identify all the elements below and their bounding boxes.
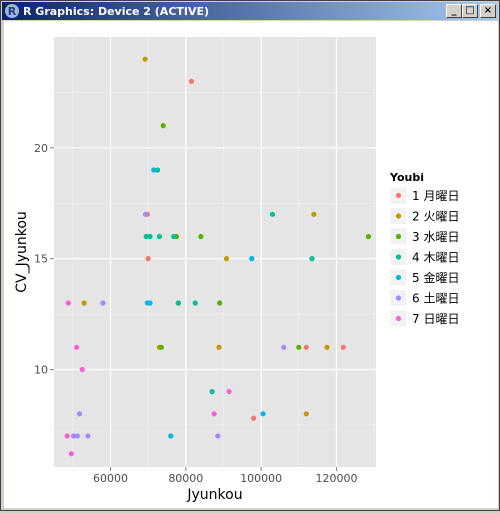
data-point [147, 233, 153, 240]
data-point [215, 433, 221, 439]
plot-canvas: 10 15 20 60000 80000 100000 120000 Jyunkou CV… [4, 21, 498, 508]
y-tick-label: 15 [34, 253, 48, 266]
data-point [209, 389, 215, 395]
data-point [142, 56, 148, 62]
window-controls: _ □ × [446, 4, 496, 18]
legend-label: 3 水曜日 [412, 230, 459, 244]
data-point [303, 344, 309, 350]
data-point [226, 389, 232, 395]
data-point [145, 256, 151, 262]
legend-label: 4 木曜日 [412, 251, 459, 265]
data-point [211, 411, 217, 417]
data-point [340, 344, 346, 350]
legend-key-dot [395, 192, 402, 199]
data-point [223, 256, 230, 262]
y-tick-label: 10 [34, 363, 48, 376]
legend-key-dot [395, 254, 402, 260]
data-point [65, 300, 71, 306]
data-point [171, 233, 177, 240]
x-tick-label: 120000 [315, 472, 357, 485]
data-point [142, 211, 149, 217]
data-point [160, 123, 166, 129]
legend-key-dot [395, 315, 402, 322]
data-point [175, 300, 181, 306]
data-point [68, 451, 74, 457]
close-button[interactable]: × [480, 4, 496, 18]
data-point [100, 300, 106, 306]
data-point [281, 344, 287, 350]
y-axis-label: CV_Jyunkou [14, 211, 30, 293]
data-point [74, 433, 80, 439]
data-point [77, 411, 83, 417]
legend-label: 2 火曜日 [412, 210, 459, 224]
data-point [216, 344, 222, 350]
data-point [168, 433, 174, 439]
r-logo-icon: R [5, 4, 19, 18]
data-point [217, 300, 223, 306]
data-point [251, 415, 257, 421]
x-tick-label: 80000 [168, 472, 203, 485]
grid-lines [54, 37, 376, 467]
x-axis-ticks: 60000 80000 100000 120000 [93, 467, 357, 485]
title-bar[interactable]: R R Graphics: Device 2 (ACTIVE) _ □ × [2, 2, 498, 20]
y-axis-ticks: 10 15 20 [34, 142, 54, 376]
data-point [260, 411, 266, 417]
legend-key-dot [395, 274, 402, 281]
legend-title: Youbi [389, 171, 424, 184]
data-point [188, 78, 195, 84]
data-point [156, 233, 163, 240]
data-point [324, 344, 330, 350]
legend-label: 5 金曜日 [412, 270, 459, 285]
data-point [158, 344, 164, 350]
x-tick-label: 100000 [240, 472, 282, 485]
maximize-button[interactable]: □ [462, 4, 478, 18]
data-point [269, 211, 276, 217]
data-point [154, 167, 161, 173]
data-point [296, 344, 302, 350]
data-point [79, 366, 85, 373]
scatter-plot: 10 15 20 60000 80000 100000 120000 Jyunkou CV… [14, 37, 459, 503]
data-point [309, 256, 315, 262]
data-point [365, 233, 372, 240]
data-point [192, 300, 198, 306]
data-points [64, 56, 372, 457]
legend-key-dot [395, 295, 402, 301]
minimize-button[interactable]: _ [446, 4, 462, 18]
legend: Youbi 1 月曜日 2 火曜日 3 水曜日 4 木曜日 5 金曜日 6 土曜日 7 日曜… [389, 171, 459, 328]
legend-key-dot [395, 213, 402, 219]
data-point [147, 300, 153, 306]
data-point [64, 433, 70, 439]
window-title: R Graphics: Device 2 (ACTIVE) [23, 4, 210, 18]
data-point [143, 233, 149, 240]
data-point [70, 433, 77, 439]
data-point [81, 300, 87, 306]
data-point [311, 211, 317, 217]
legend-label: 7 日曜日 [412, 312, 459, 326]
data-point [303, 411, 309, 417]
plot-panel [54, 37, 376, 467]
y-tick-label: 20 [34, 142, 48, 155]
data-point [249, 256, 255, 262]
x-axis-label: Jyunkou [186, 487, 242, 503]
legend-key-dot [395, 233, 402, 240]
data-point [198, 233, 204, 240]
legend-label: 6 土曜日 [412, 292, 459, 306]
legend-label: 1 月曜日 [412, 189, 459, 203]
data-point [151, 167, 157, 173]
data-point [73, 344, 80, 350]
data-point [85, 433, 91, 439]
x-tick-label: 60000 [93, 472, 128, 485]
